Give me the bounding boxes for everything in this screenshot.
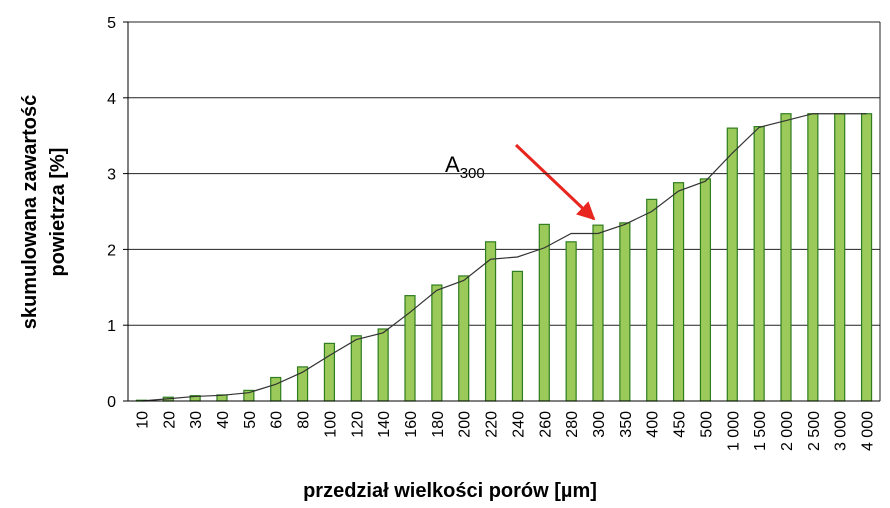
bar — [753, 126, 765, 402]
bar — [699, 178, 712, 402]
bar — [431, 284, 443, 402]
x-tick-label: 40 — [215, 411, 232, 429]
x-tick-label: 350 — [618, 411, 635, 438]
y-tick-label: 3 — [107, 167, 116, 184]
x-tick-label: 400 — [645, 411, 662, 438]
x-tick-label: 20 — [161, 411, 178, 429]
annotation-arrow — [514, 143, 596, 221]
bar — [511, 270, 524, 402]
x-tick-label: 100 — [322, 411, 339, 438]
x-tick-label: 1 500 — [752, 411, 769, 451]
y-tick-label: 2 — [107, 242, 116, 259]
bar — [592, 224, 604, 402]
x-tick-label: 450 — [672, 411, 689, 438]
x-tick-label: 220 — [484, 411, 501, 438]
bar — [646, 198, 658, 402]
bar — [619, 222, 631, 402]
x-axis-title: przedział wielkości porów [µm] — [303, 480, 597, 502]
x-tick-label: 500 — [698, 411, 715, 438]
x-tick-label: 260 — [537, 411, 554, 438]
x-tick-label: 50 — [242, 411, 259, 429]
x-tick-label: 2 000 — [779, 411, 796, 451]
y-tick-label: 5 — [107, 15, 116, 32]
bar — [458, 275, 470, 402]
bar — [834, 113, 846, 402]
y-axis-title: skumulowana zawartość — [19, 95, 41, 330]
x-tick-label: 80 — [296, 411, 313, 429]
bar — [807, 113, 819, 402]
x-tick-label: 160 — [403, 411, 420, 438]
annotation-text: A — [445, 152, 460, 177]
bar — [726, 127, 738, 402]
x-tick-label: 1 000 — [725, 411, 742, 451]
bar — [350, 335, 362, 402]
x-tick-label: 140 — [376, 411, 393, 438]
bar — [538, 223, 550, 402]
y-tick-label: 1 — [107, 318, 116, 335]
x-tick-label: 10 — [134, 411, 151, 429]
bar — [377, 328, 389, 402]
bar — [860, 113, 873, 402]
bar — [780, 113, 792, 402]
annotation: A300 — [445, 152, 485, 182]
x-tick-label: 4 000 — [860, 411, 877, 451]
x-tick-label: 2 500 — [806, 411, 823, 451]
x-tick-label: 180 — [430, 411, 447, 438]
bar — [270, 376, 282, 402]
y-tick-label: 0 — [107, 394, 116, 411]
bar — [484, 241, 497, 402]
x-tick-label: 280 — [564, 411, 581, 438]
bar — [672, 182, 685, 402]
x-tick-label: 200 — [457, 411, 474, 438]
x-tick-label: 60 — [269, 411, 286, 429]
x-tick-label: 120 — [349, 411, 366, 438]
bar — [404, 295, 416, 402]
bar — [323, 342, 336, 402]
bar — [565, 241, 577, 402]
x-tick-label: 300 — [591, 411, 608, 438]
x-tick-label: 30 — [188, 411, 205, 429]
y-axis-title: powietrza [%] — [47, 148, 69, 277]
y-tick-label: 4 — [107, 91, 116, 108]
trend-line — [141, 113, 867, 402]
x-tick-label: 3 000 — [833, 411, 850, 451]
x-tick-label: 240 — [510, 411, 527, 438]
